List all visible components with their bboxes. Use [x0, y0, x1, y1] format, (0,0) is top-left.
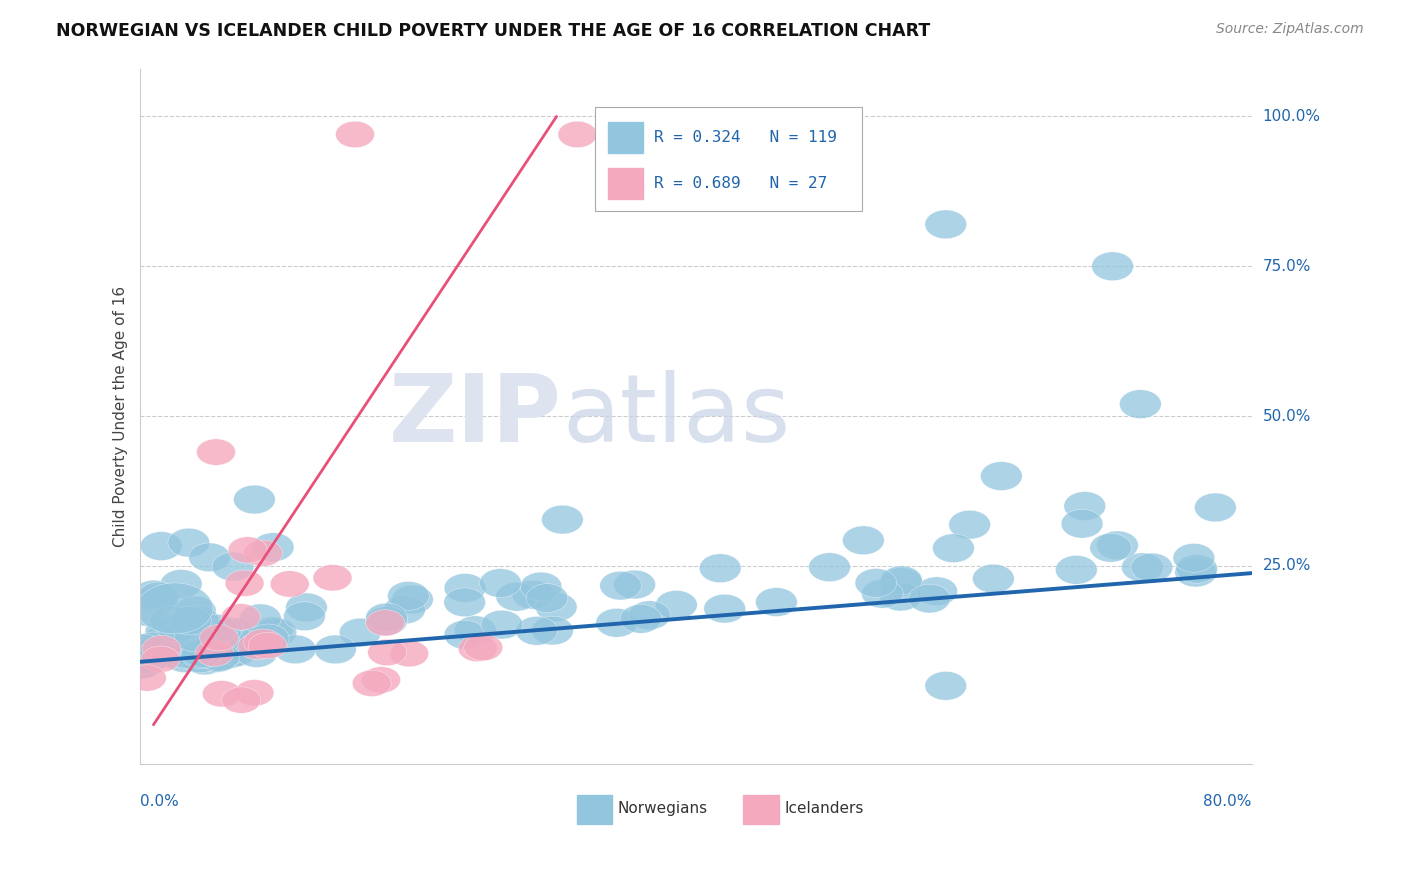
Text: 0.0%: 0.0% [139, 794, 179, 809]
Text: Icelanders: Icelanders [785, 801, 863, 816]
FancyBboxPatch shape [607, 168, 644, 199]
FancyBboxPatch shape [607, 122, 644, 153]
Y-axis label: Child Poverty Under the Age of 16: Child Poverty Under the Age of 16 [114, 285, 128, 547]
Text: R = 0.689   N = 27: R = 0.689 N = 27 [654, 176, 828, 191]
Text: R = 0.324   N = 119: R = 0.324 N = 119 [654, 130, 838, 145]
FancyBboxPatch shape [744, 795, 779, 824]
Text: Norwegians: Norwegians [617, 801, 707, 816]
Text: 50.0%: 50.0% [1263, 409, 1310, 424]
Text: ZIP: ZIP [389, 370, 562, 462]
Text: 25.0%: 25.0% [1263, 558, 1310, 574]
Text: 100.0%: 100.0% [1263, 109, 1320, 124]
FancyBboxPatch shape [596, 107, 862, 211]
Text: NORWEGIAN VS ICELANDER CHILD POVERTY UNDER THE AGE OF 16 CORRELATION CHART: NORWEGIAN VS ICELANDER CHILD POVERTY UND… [56, 22, 931, 40]
Text: atlas: atlas [562, 370, 790, 462]
Text: Source: ZipAtlas.com: Source: ZipAtlas.com [1216, 22, 1364, 37]
FancyBboxPatch shape [576, 795, 612, 824]
Text: 75.0%: 75.0% [1263, 259, 1310, 274]
Text: 80.0%: 80.0% [1204, 794, 1251, 809]
